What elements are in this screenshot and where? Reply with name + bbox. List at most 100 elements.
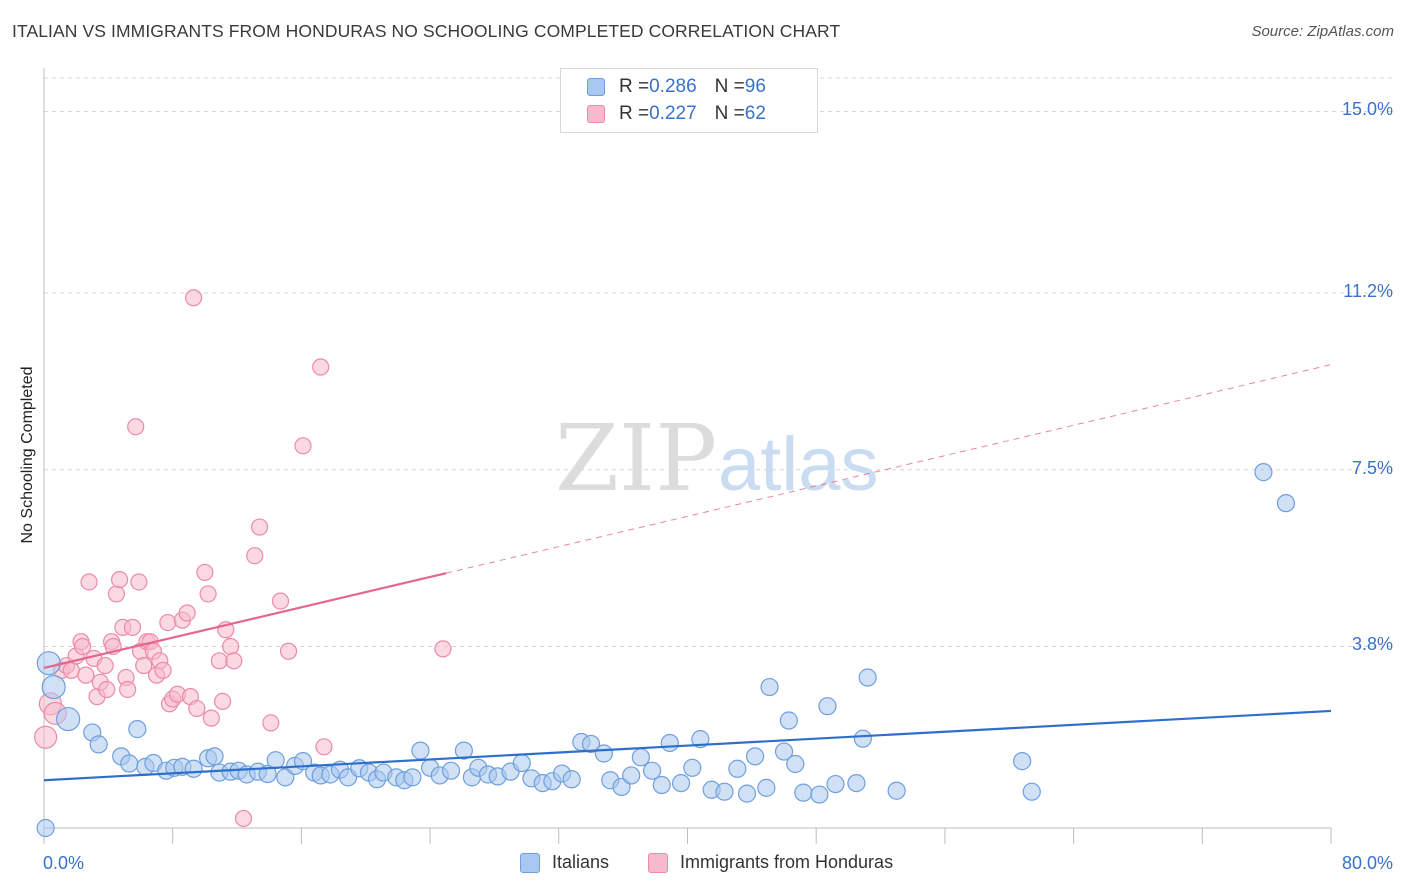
- data-point: [185, 289, 203, 307]
- italians-trend-line: [43, 709, 1332, 782]
- data-point: [1022, 782, 1041, 801]
- data-point: [683, 758, 702, 777]
- gridlines: [44, 77, 1395, 647]
- data-point: [737, 784, 757, 803]
- axes: [43, 68, 1332, 844]
- data-point: [77, 666, 95, 684]
- data-point: [671, 773, 691, 793]
- data-point: [225, 652, 243, 670]
- data-point: [127, 418, 145, 436]
- data-point: [107, 585, 125, 603]
- data-point: [643, 761, 662, 780]
- data-point: [36, 651, 61, 676]
- data-point: [294, 437, 312, 455]
- source-label: Source: ZipAtlas.com: [1251, 23, 1394, 40]
- honduras-legend-icon: [648, 852, 668, 873]
- trend-lines: [43, 364, 1332, 782]
- data-point: [818, 697, 837, 716]
- data-point: [74, 637, 92, 656]
- data-point: [135, 656, 153, 675]
- data-point: [154, 661, 172, 679]
- data-point: [858, 668, 877, 687]
- data-point: [178, 604, 196, 622]
- data-point: [786, 754, 805, 774]
- legend-r-value: 0.227: [649, 103, 697, 124]
- x-tick-label-min: 0.0%: [43, 853, 85, 873]
- honduras-points: [34, 289, 452, 828]
- data-point: [728, 759, 747, 778]
- data-point: [847, 773, 866, 793]
- data-point: [581, 734, 601, 754]
- watermark-zip: ZIP: [555, 405, 717, 512]
- data-point: [760, 677, 779, 697]
- data-point: [757, 778, 776, 797]
- data-point: [56, 706, 81, 732]
- data-point: [119, 680, 137, 699]
- italians-legend-icon: [520, 852, 540, 873]
- data-point: [562, 770, 581, 789]
- data-point: [622, 766, 641, 785]
- honduras-trend-extension: [446, 364, 1332, 574]
- data-point: [853, 729, 872, 748]
- data-point: [98, 680, 116, 699]
- data-point: [1276, 494, 1296, 513]
- data-point: [594, 744, 613, 763]
- data-point: [196, 563, 214, 582]
- data-point: [887, 781, 906, 800]
- data-point: [279, 642, 298, 660]
- legend-r-label: R =: [619, 103, 650, 124]
- data-point: [89, 735, 108, 754]
- data-point: [441, 761, 461, 780]
- data-point: [312, 358, 330, 376]
- data-point: [36, 818, 55, 838]
- data-point: [660, 733, 679, 753]
- data-point: [210, 652, 228, 670]
- data-point: [512, 753, 531, 773]
- watermark-atlas: atlas: [718, 422, 879, 507]
- data-point: [810, 785, 829, 804]
- legend-row-italians: R = 0.286 N = 96: [587, 76, 766, 98]
- data-point: [205, 747, 224, 766]
- data-point: [246, 547, 264, 565]
- legend-r-label: R =: [619, 76, 650, 97]
- data-point: [266, 751, 285, 770]
- bottom-legend-italians: Italians: [520, 852, 609, 873]
- correlation-legend: R = 0.286 N = 96 R = 0.227 N = 62: [560, 68, 818, 133]
- data-point: [271, 592, 290, 610]
- y-tick-label: 15.0%: [1341, 99, 1393, 120]
- data-point: [258, 764, 277, 784]
- y-tick-label: 11.2%: [1343, 280, 1393, 301]
- data-point: [213, 692, 232, 711]
- honduras-swatch-icon: [587, 105, 605, 123]
- italians-points: [36, 463, 1296, 838]
- italians-legend-label: Italians: [552, 852, 610, 872]
- data-point: [62, 661, 80, 679]
- data-point: [184, 759, 203, 778]
- data-point: [222, 637, 240, 656]
- data-point: [111, 570, 129, 589]
- data-point: [794, 783, 813, 802]
- legend-n-label: N =: [714, 103, 745, 124]
- legend-n-label: N =: [714, 76, 745, 97]
- data-point: [1013, 752, 1032, 771]
- honduras-legend-label: Immigrants from Honduras: [680, 852, 894, 872]
- data-point: [779, 711, 798, 730]
- legend-row-honduras: R = 0.227 N = 62: [587, 103, 766, 125]
- bottom-legend-honduras: Immigrants from Honduras: [648, 852, 893, 873]
- data-point: [41, 674, 66, 700]
- chart-title: ITALIAN VS IMMIGRANTS FROM HONDURAS NO S…: [12, 21, 841, 41]
- data-point: [715, 782, 734, 801]
- data-point: [234, 809, 253, 828]
- data-point: [774, 742, 794, 761]
- data-point: [652, 775, 671, 795]
- legend-r-value: 0.286: [649, 76, 697, 97]
- data-point: [123, 618, 142, 636]
- data-point: [826, 774, 845, 794]
- data-point: [250, 518, 269, 536]
- data-point: [96, 656, 114, 675]
- data-point: [411, 741, 430, 760]
- data-point: [202, 709, 220, 727]
- data-point: [159, 613, 177, 632]
- data-point: [262, 714, 280, 732]
